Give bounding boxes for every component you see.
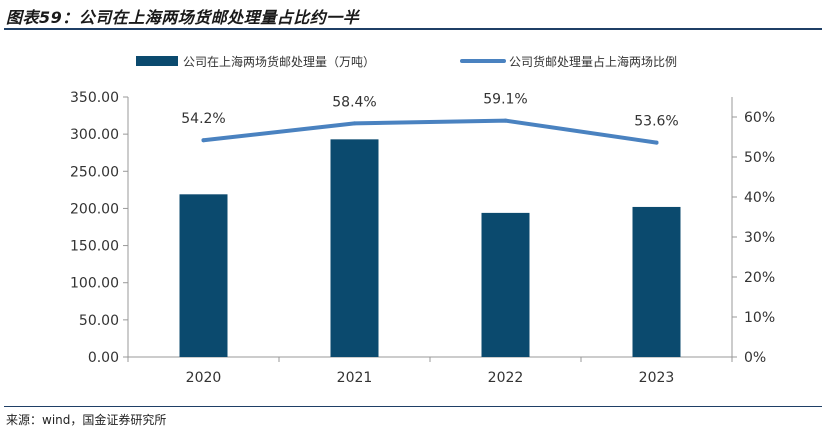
line-series: 54.2% 58.4% 59.1% 53.6% bbox=[181, 92, 679, 145]
right-tick-label: 50% bbox=[744, 150, 775, 166]
left-tick-label: 150.00 bbox=[70, 239, 119, 255]
data-label: 53.6% bbox=[634, 114, 678, 130]
data-label: 54.2% bbox=[181, 111, 225, 127]
right-tick-label: 10% bbox=[744, 310, 775, 326]
x-axis: 2020 2021 2022 2023 bbox=[127, 356, 733, 386]
bar bbox=[481, 212, 530, 357]
figure-title: 图表59：公司在上海两场货邮处理量占比约一半 bbox=[6, 8, 360, 27]
right-axis: 0% 10% 20% 30% 40% 50% 60% bbox=[731, 97, 775, 366]
line-point bbox=[201, 138, 206, 143]
left-tick-label: 0.00 bbox=[88, 350, 119, 366]
source-note: 来源：wind，国金证券研究所 bbox=[6, 413, 167, 427]
title-rule bbox=[4, 28, 822, 30]
legend-label-bar: 公司在上海两场货邮处理量（万吨） bbox=[183, 54, 375, 69]
left-tick-label: 200.00 bbox=[70, 201, 119, 217]
x-tick-label: 2020 bbox=[186, 370, 222, 386]
data-label: 58.4% bbox=[332, 94, 376, 110]
data-label: 59.1% bbox=[483, 92, 527, 108]
line-point bbox=[503, 118, 508, 123]
line-point bbox=[352, 121, 357, 126]
left-tick-label: 300.00 bbox=[70, 127, 119, 143]
x-tick-label: 2021 bbox=[337, 370, 373, 386]
left-tick-label: 50.00 bbox=[79, 313, 119, 329]
left-axis: 0.00 50.00 100.00 150.00 200.00 250.00 300.00 3… bbox=[70, 90, 129, 366]
right-tick-label: 40% bbox=[744, 190, 775, 206]
bar-series bbox=[179, 139, 681, 357]
bar bbox=[330, 139, 379, 357]
line-path bbox=[201, 118, 659, 145]
left-tick-label: 250.00 bbox=[70, 164, 119, 180]
left-tick-label: 350.00 bbox=[70, 90, 119, 106]
bar bbox=[632, 206, 681, 357]
right-tick-label: 20% bbox=[744, 270, 775, 286]
right-tick-label: 0% bbox=[744, 350, 766, 366]
right-tick-label: 30% bbox=[744, 230, 775, 246]
legend: 公司在上海两场货邮处理量（万吨） 公司货邮处理量占上海两场比例 bbox=[136, 54, 677, 69]
legend-label-line: 公司货邮处理量占上海两场比例 bbox=[509, 54, 677, 69]
x-tick-label: 2023 bbox=[639, 370, 675, 386]
line-point bbox=[654, 140, 659, 145]
legend-swatch-bar bbox=[136, 56, 178, 66]
source-rule bbox=[4, 406, 822, 407]
left-tick-label: 100.00 bbox=[70, 276, 119, 292]
x-tick-label: 2022 bbox=[488, 370, 524, 386]
bar bbox=[179, 194, 228, 357]
right-tick-label: 60% bbox=[744, 110, 775, 126]
